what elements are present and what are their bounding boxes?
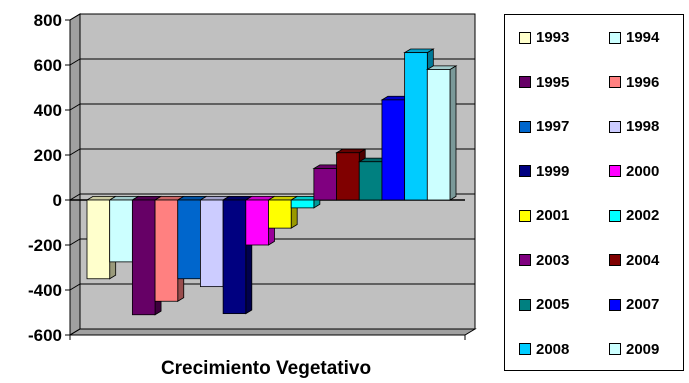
legend-swatch bbox=[519, 343, 531, 355]
legend-swatch bbox=[519, 209, 531, 222]
legend-item-2002: 2002 bbox=[609, 207, 659, 224]
bar-front bbox=[381, 99, 406, 201]
legend-item-2000: 2000 bbox=[609, 163, 659, 180]
gridline bbox=[69, 238, 475, 246]
y-tick-label: 200 bbox=[34, 146, 62, 165]
gridline bbox=[69, 13, 475, 21]
bar-front bbox=[404, 52, 428, 201]
legend-swatch bbox=[519, 298, 531, 311]
legend-item-1993: 1993 bbox=[519, 29, 569, 46]
bar-front bbox=[426, 69, 451, 201]
bars bbox=[85, 48, 458, 316]
legend-swatch bbox=[609, 343, 621, 355]
y-tick-label: -400 bbox=[28, 281, 62, 300]
legend-item-1998: 1998 bbox=[609, 118, 659, 135]
bar-front bbox=[358, 161, 383, 201]
legend-item-2001: 2001 bbox=[519, 207, 569, 224]
legend-swatch bbox=[609, 165, 621, 177]
legend-item-2007: 2007 bbox=[609, 296, 659, 313]
legend-label: 2005 bbox=[536, 296, 570, 313]
bar-front bbox=[336, 152, 360, 201]
x-axis-label: Crecimiento Vegetativo bbox=[161, 358, 371, 379]
y-tick-label: 0 bbox=[53, 191, 62, 210]
legend-swatch bbox=[609, 76, 621, 88]
legend-label: 2002 bbox=[626, 207, 660, 224]
legend-swatch bbox=[609, 254, 621, 266]
bar-front bbox=[290, 199, 315, 209]
legend-swatch bbox=[609, 120, 621, 133]
legend-label: 1995 bbox=[536, 73, 570, 91]
gridline bbox=[69, 328, 475, 336]
legend-item-1996: 1996 bbox=[609, 74, 659, 91]
gridline bbox=[69, 58, 475, 66]
legend-label: 1993 bbox=[536, 29, 570, 46]
legend-item-1994: 1994 bbox=[609, 29, 659, 46]
y-tick-label: -200 bbox=[28, 236, 62, 255]
legend-label: 2003 bbox=[536, 251, 570, 269]
legend-label: 1994 bbox=[626, 29, 660, 46]
bar-front bbox=[131, 199, 156, 316]
legend-swatch bbox=[519, 120, 531, 133]
bar-front bbox=[177, 199, 201, 280]
legend-label: 2001 bbox=[536, 207, 570, 224]
legend-item-2005: 2005 bbox=[519, 296, 569, 313]
floor bbox=[68, 328, 477, 336]
legend-swatch bbox=[519, 254, 531, 266]
legend-item-2008: 2008 bbox=[519, 341, 569, 358]
legend-label: 1999 bbox=[536, 162, 570, 180]
y-tick-labels: 800 600 400 200 0 -200 -400 -600 bbox=[28, 11, 62, 345]
bar-front bbox=[109, 199, 133, 263]
y-tick-label: -600 bbox=[28, 326, 62, 345]
bar-front bbox=[200, 199, 224, 288]
legend-swatch bbox=[609, 31, 621, 44]
bar-front bbox=[245, 199, 269, 246]
legend-label: 2009 bbox=[626, 340, 660, 358]
bar-side bbox=[449, 65, 457, 201]
gridline bbox=[69, 103, 475, 111]
legend-label: 1997 bbox=[536, 118, 570, 135]
legend-swatch bbox=[609, 298, 621, 311]
legend-swatch bbox=[519, 165, 531, 177]
bar-front bbox=[86, 199, 111, 280]
legend-swatch bbox=[519, 31, 531, 44]
bar-2009 bbox=[425, 65, 458, 201]
legend-label: 1996 bbox=[626, 73, 660, 91]
gridline bbox=[69, 283, 475, 291]
legend-label: 2008 bbox=[536, 340, 570, 358]
legend-label: 2007 bbox=[626, 296, 660, 313]
legend-swatch bbox=[609, 209, 621, 222]
chart: 800 600 400 200 0 -200 -400 -600 Crecimiento Ve… bbox=[28, 11, 477, 379]
bar-front bbox=[268, 199, 292, 229]
legend-item-1999: 1999 bbox=[519, 163, 569, 180]
y-tick-label: 400 bbox=[34, 101, 62, 120]
y-tick-label: 600 bbox=[34, 56, 62, 75]
legend-item-2003: 2003 bbox=[519, 252, 569, 269]
legend: 1993 1994 1995 1996 1997 1998 1999 2000 2001 2002… bbox=[504, 14, 684, 371]
legend-item-2004: 2004 bbox=[609, 252, 659, 269]
legend-item-1997: 1997 bbox=[519, 118, 569, 135]
legend-item-2009: 2009 bbox=[609, 341, 659, 358]
legend-swatch bbox=[519, 76, 531, 88]
legend-label: 1998 bbox=[626, 118, 660, 135]
legend-item-1995: 1995 bbox=[519, 74, 569, 91]
bar-front bbox=[222, 199, 247, 315]
legend-label: 2004 bbox=[626, 251, 660, 269]
y-tick-label: 800 bbox=[34, 11, 62, 30]
legend-label: 2000 bbox=[626, 162, 660, 180]
bar-front bbox=[313, 168, 337, 201]
bar-front bbox=[154, 199, 179, 302]
